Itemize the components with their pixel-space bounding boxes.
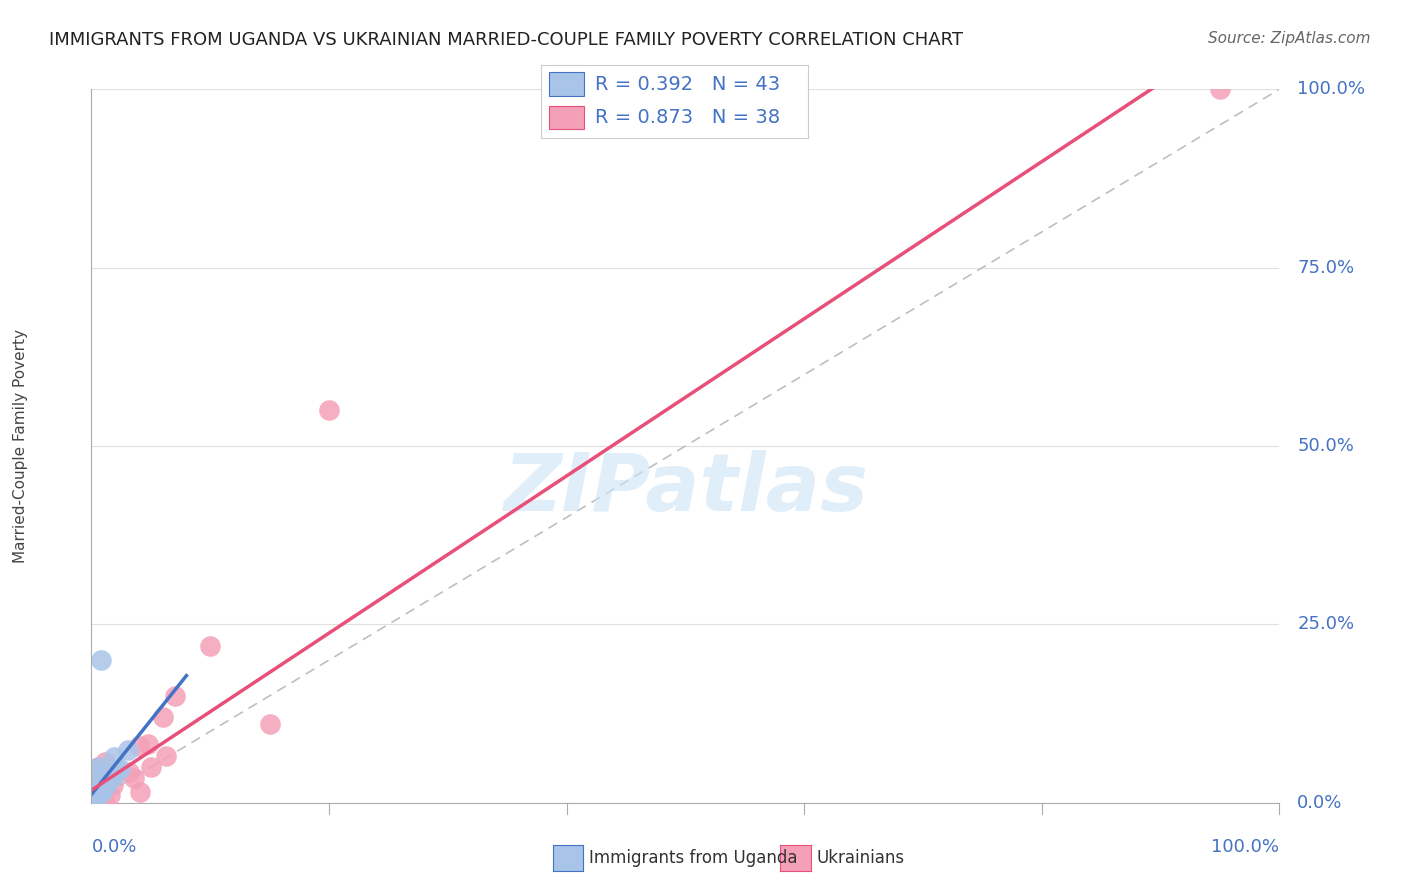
Text: Ukrainians: Ukrainians xyxy=(817,849,905,867)
Point xyxy=(82,781,104,796)
Point xyxy=(84,791,107,805)
Point xyxy=(93,780,115,795)
Text: 75.0%: 75.0% xyxy=(1298,259,1354,277)
Point xyxy=(90,653,112,667)
Point xyxy=(91,796,114,810)
Point xyxy=(82,782,104,797)
Point xyxy=(83,790,105,805)
Point xyxy=(101,778,124,792)
Text: 25.0%: 25.0% xyxy=(1298,615,1354,633)
Point xyxy=(259,716,281,731)
Point xyxy=(86,796,108,810)
Bar xyxy=(550,106,583,129)
Point xyxy=(82,789,104,804)
Point xyxy=(163,689,186,703)
Point xyxy=(129,784,152,798)
Point xyxy=(80,794,103,808)
Point xyxy=(86,796,108,810)
Point xyxy=(86,796,108,810)
Point xyxy=(94,795,117,809)
Point xyxy=(82,796,104,810)
Text: 100.0%: 100.0% xyxy=(1212,838,1279,856)
Point xyxy=(83,782,105,797)
Point xyxy=(82,789,104,804)
Point xyxy=(83,791,105,805)
Point xyxy=(82,793,104,807)
Point xyxy=(87,760,110,774)
Text: Source: ZipAtlas.com: Source: ZipAtlas.com xyxy=(1208,31,1371,46)
Point xyxy=(1209,82,1232,96)
Point xyxy=(87,788,110,802)
Point xyxy=(152,710,174,724)
Point xyxy=(90,785,112,799)
Point xyxy=(83,789,105,804)
Point xyxy=(84,796,107,810)
Text: Immigrants from Uganda: Immigrants from Uganda xyxy=(589,849,797,867)
Point xyxy=(94,778,117,792)
Point xyxy=(108,763,131,777)
Point xyxy=(86,764,108,778)
Point xyxy=(86,787,108,801)
Point xyxy=(118,765,141,780)
Point xyxy=(87,760,110,774)
Point xyxy=(89,795,111,809)
Point xyxy=(122,771,145,785)
Point xyxy=(90,796,112,810)
Point xyxy=(139,760,162,774)
Text: R = 0.392   N = 43: R = 0.392 N = 43 xyxy=(595,75,780,94)
Point xyxy=(93,755,115,769)
Point xyxy=(82,793,104,807)
Point xyxy=(103,769,125,783)
Point xyxy=(83,788,105,802)
Point xyxy=(82,770,104,784)
Point xyxy=(87,781,110,796)
Point xyxy=(89,790,111,805)
Point xyxy=(87,796,110,810)
Point xyxy=(87,778,110,792)
Point xyxy=(318,403,340,417)
Text: 0.0%: 0.0% xyxy=(91,838,136,856)
Point xyxy=(91,780,114,794)
Point xyxy=(84,772,107,787)
Point xyxy=(89,785,111,799)
Point xyxy=(105,763,128,777)
Bar xyxy=(550,72,583,95)
Text: Married-Couple Family Poverty: Married-Couple Family Poverty xyxy=(13,329,28,563)
Point xyxy=(91,792,114,806)
Point xyxy=(93,768,115,782)
Point xyxy=(96,777,118,791)
Point xyxy=(82,771,104,785)
Text: ZIPatlas: ZIPatlas xyxy=(503,450,868,528)
Point xyxy=(89,773,111,788)
Point xyxy=(87,784,110,798)
Point xyxy=(136,738,159,752)
Point xyxy=(128,739,150,753)
Point xyxy=(155,748,177,763)
Text: R = 0.873   N = 38: R = 0.873 N = 38 xyxy=(595,108,780,128)
Text: 0.0%: 0.0% xyxy=(1298,794,1343,812)
Point xyxy=(91,796,114,810)
Point xyxy=(80,795,103,809)
Point xyxy=(82,791,104,805)
Point xyxy=(82,782,104,797)
Point xyxy=(82,780,104,795)
Point xyxy=(100,788,122,802)
Point xyxy=(83,783,105,797)
Text: IMMIGRANTS FROM UGANDA VS UKRAINIAN MARRIED-COUPLE FAMILY POVERTY CORRELATION CH: IMMIGRANTS FROM UGANDA VS UKRAINIAN MARR… xyxy=(49,31,963,49)
Point xyxy=(103,750,125,764)
Point xyxy=(82,789,104,804)
Text: 100.0%: 100.0% xyxy=(1298,80,1365,98)
Point xyxy=(82,790,104,805)
Text: 50.0%: 50.0% xyxy=(1298,437,1354,455)
Point xyxy=(82,779,104,793)
Point xyxy=(83,789,105,803)
Point xyxy=(200,639,222,653)
Point xyxy=(86,780,108,794)
Point xyxy=(82,796,104,810)
Point xyxy=(87,785,110,799)
Point xyxy=(87,780,110,794)
Point xyxy=(117,743,139,757)
Point xyxy=(82,789,104,803)
